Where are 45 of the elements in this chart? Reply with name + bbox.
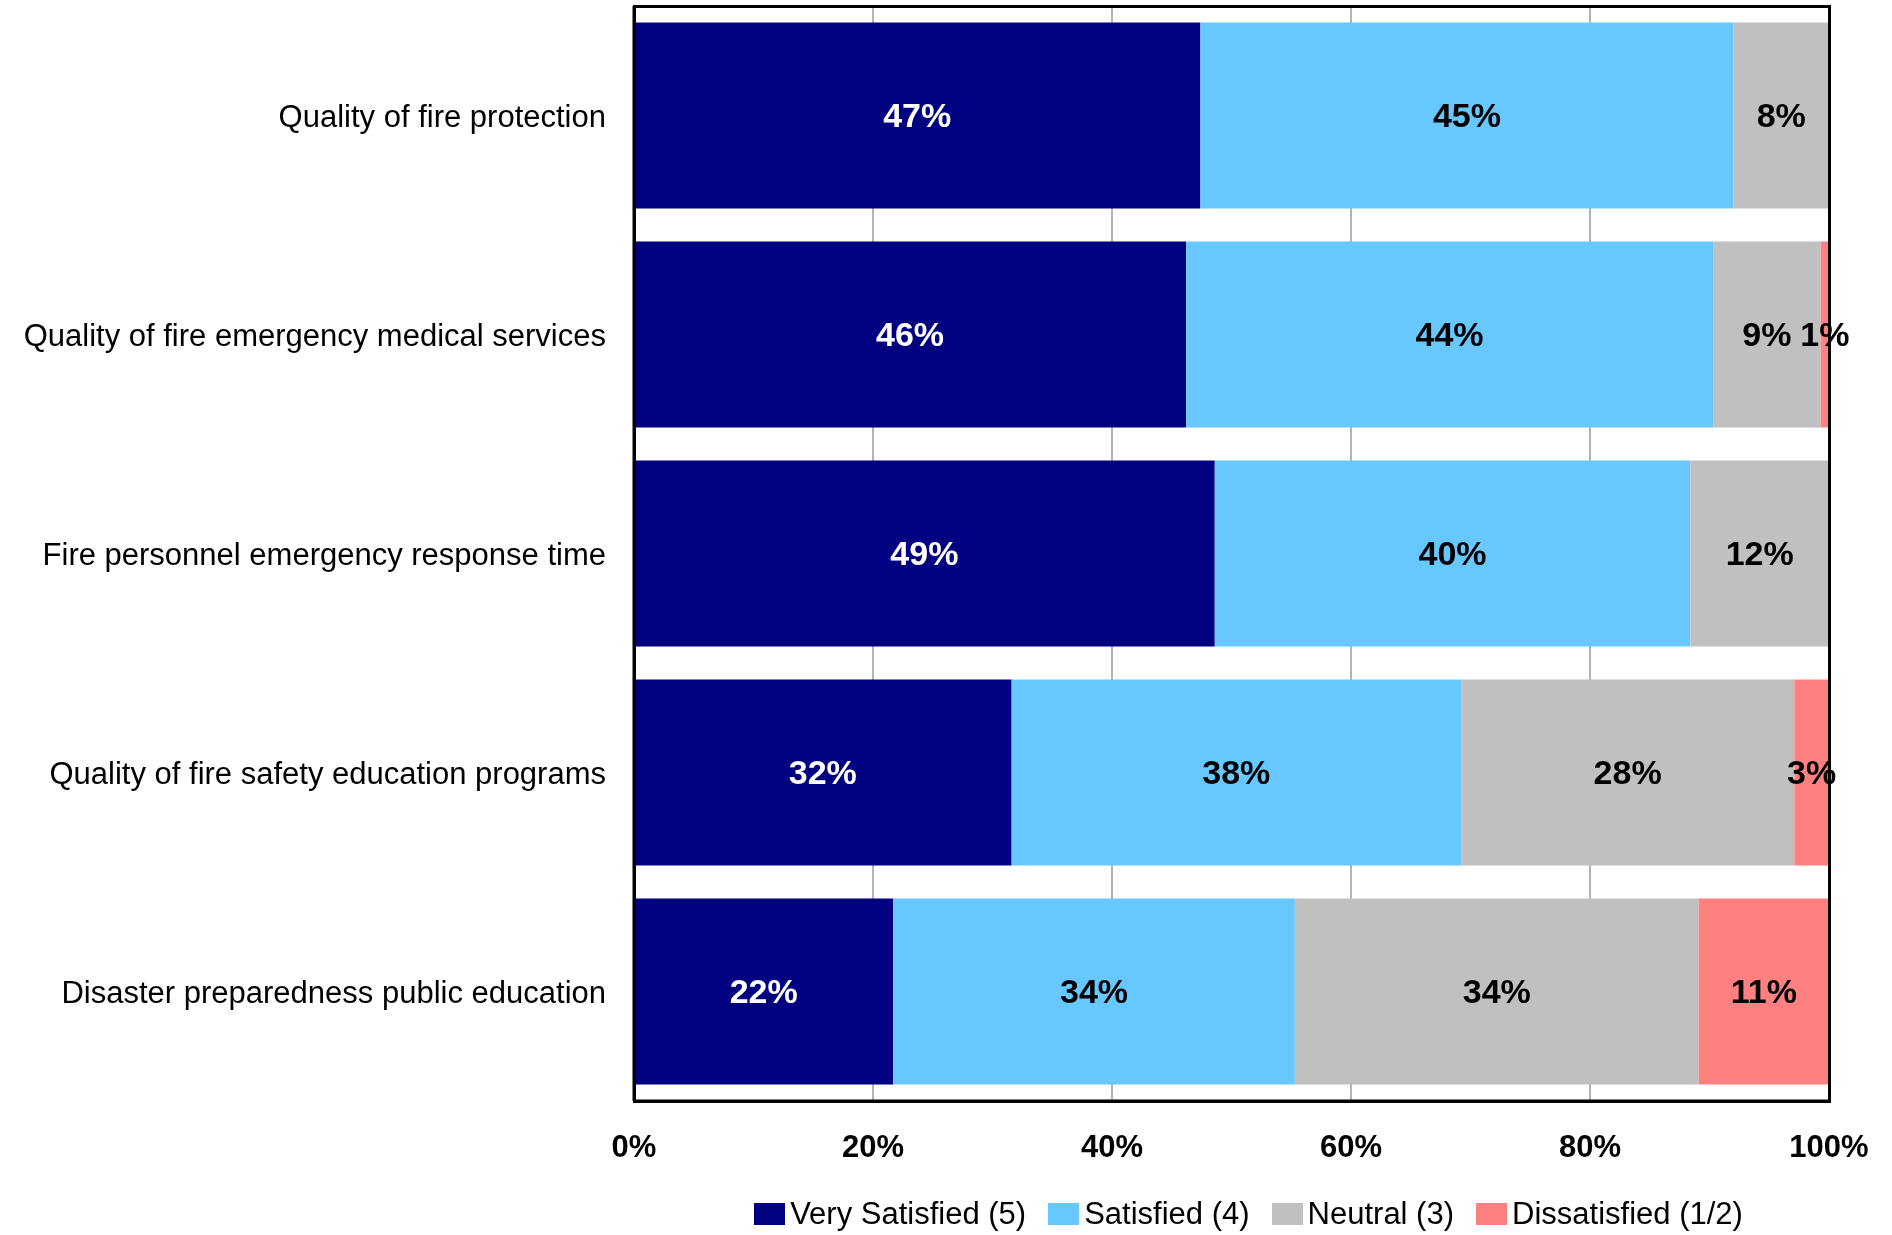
y-tick-label: Fire personnel emergency response time (42, 536, 606, 572)
bar (1294, 898, 1699, 1085)
bar (1733, 22, 1829, 209)
data-label: 8% (1756, 96, 1806, 135)
data-label: 38% (1202, 753, 1271, 792)
data-label: 32% (788, 753, 857, 792)
data-label: 49% (890, 534, 959, 573)
x-tick-label: 40% (1080, 1129, 1144, 1165)
x-tick-label: 60% (1319, 1129, 1383, 1165)
data-label: 9% (1742, 315, 1792, 354)
y-tick-label: Quality of fire safety education programs (49, 755, 606, 791)
data-label: 47% (883, 96, 952, 135)
bar (1186, 241, 1714, 428)
legend-label: Neutral (3) (1307, 1196, 1455, 1232)
data-label: 34% (1462, 972, 1531, 1011)
x-tick-label: 0% (611, 1129, 657, 1165)
bar (1698, 898, 1829, 1085)
x-tick-label: 80% (1558, 1129, 1622, 1165)
bar (634, 898, 894, 1085)
bar (893, 898, 1295, 1085)
data-label: 44% (1415, 315, 1484, 354)
legend-label: Dissatisfied (1/2) (1512, 1196, 1743, 1232)
data-label: 34% (1060, 972, 1129, 1011)
data-label: 46% (876, 315, 945, 354)
y-tick-label: Disaster preparedness public education (61, 974, 606, 1010)
data-label: 40% (1418, 534, 1487, 573)
x-tick-label: 100% (1789, 1129, 1869, 1165)
bar (1011, 679, 1461, 866)
bar (1200, 22, 1734, 209)
legend-label: Satisfied (4) (1084, 1196, 1250, 1232)
y-tick-label: Quality of fire protection (278, 98, 606, 134)
x-tick-label: 20% (841, 1129, 905, 1165)
bar (634, 679, 1012, 866)
data-label: 22% (729, 972, 798, 1011)
bar (634, 241, 1187, 428)
data-label: 28% (1593, 753, 1662, 792)
data-label: 11% (1730, 972, 1797, 1011)
legend-label: Very Satisfied (5) (790, 1196, 1027, 1232)
bar (634, 22, 1201, 209)
data-label: 12% (1725, 534, 1794, 573)
bar (1214, 460, 1691, 647)
y-tick-label: Quality of fire emergency medical services (23, 317, 606, 353)
data-label: 45% (1432, 96, 1501, 135)
bar (634, 460, 1215, 647)
bar (1690, 460, 1829, 647)
